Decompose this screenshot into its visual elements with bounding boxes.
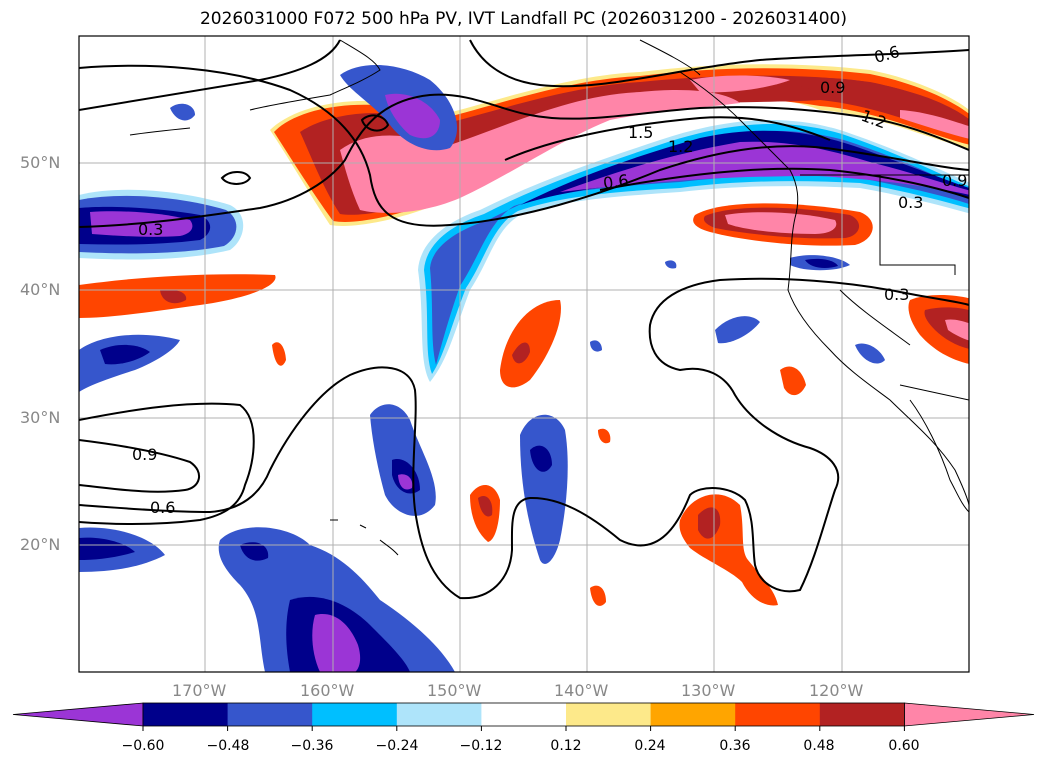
colorbar-tick-label: 0.48 (803, 738, 835, 754)
colorbar (12, 702, 1035, 731)
colorbar-tick-label: −0.48 (206, 738, 250, 754)
colorbar-segment (143, 703, 229, 726)
colorbar-tick-label: 0.24 (634, 738, 666, 754)
colorbar-tick-label: −0.60 (121, 738, 165, 754)
coastlines (129, 39, 969, 556)
contour-label: 0.3 (138, 220, 163, 239)
lat-tick-label: 40°N (20, 280, 61, 299)
colorbar-segment (312, 703, 398, 726)
colorbar-frame (142, 702, 905, 727)
colorbar-tick-label: −0.12 (459, 738, 503, 754)
contour-label: 0.9 (820, 78, 845, 97)
map-title: 2026031000 F072 500 hPa PV, IVT Landfall… (199, 9, 847, 29)
contour-label: 0.3 (884, 285, 909, 304)
colorbar-segment (566, 703, 652, 726)
colorbar-segment (396, 703, 482, 726)
lat-tick-label: 50°N (20, 153, 61, 172)
lat-tick-label: 20°N (20, 535, 61, 554)
lon-tick-label: 170°W (172, 681, 227, 700)
lon-tick-label: 140°W (554, 681, 609, 700)
contour-label: 0.3 (898, 193, 923, 212)
lon-tick-label: 160°W (300, 681, 355, 700)
contour-label: 0.6 (150, 498, 175, 517)
colorbar-segment (227, 703, 313, 726)
colorbar-extend-min (12, 702, 144, 727)
colorbar-segment (735, 703, 821, 726)
contour-label: 1.5 (628, 123, 653, 142)
colorbar-extend-max (904, 702, 1035, 727)
colorbar-segment (650, 703, 736, 726)
lon-tick-label: 150°W (427, 681, 482, 700)
contour-label: 0.6 (602, 171, 630, 193)
contour-label: 1.2 (668, 137, 693, 156)
colorbar-tick-label: −0.24 (375, 738, 419, 754)
lon-tick-label: 120°W (809, 681, 864, 700)
contour-label: 0.6 (872, 42, 902, 67)
lat-tick-label: 30°N (20, 408, 61, 427)
colorbar-segment (481, 703, 567, 726)
contour-label: 0.9 (132, 445, 157, 464)
contour-label: 0.9 (942, 171, 967, 190)
line-contours (79, 39, 969, 600)
colorbar-tick-label: 0.36 (719, 738, 751, 754)
colorbar-tick-label: 0.12 (550, 738, 582, 754)
plot-frame (78, 35, 970, 673)
colorbar-tick-label: 0.60 (888, 738, 920, 754)
contour-label-group: 0.6 0.9 1.2 1.5 1.2 0.6 0.9 0.3 0.3 0.9 … (132, 42, 967, 517)
colorbar-tick-label: −0.36 (290, 738, 334, 754)
graticule (79, 36, 969, 672)
filled-contours (79, 64, 969, 672)
colorbar-segment (819, 703, 905, 726)
lon-tick-label: 130°W (681, 681, 736, 700)
